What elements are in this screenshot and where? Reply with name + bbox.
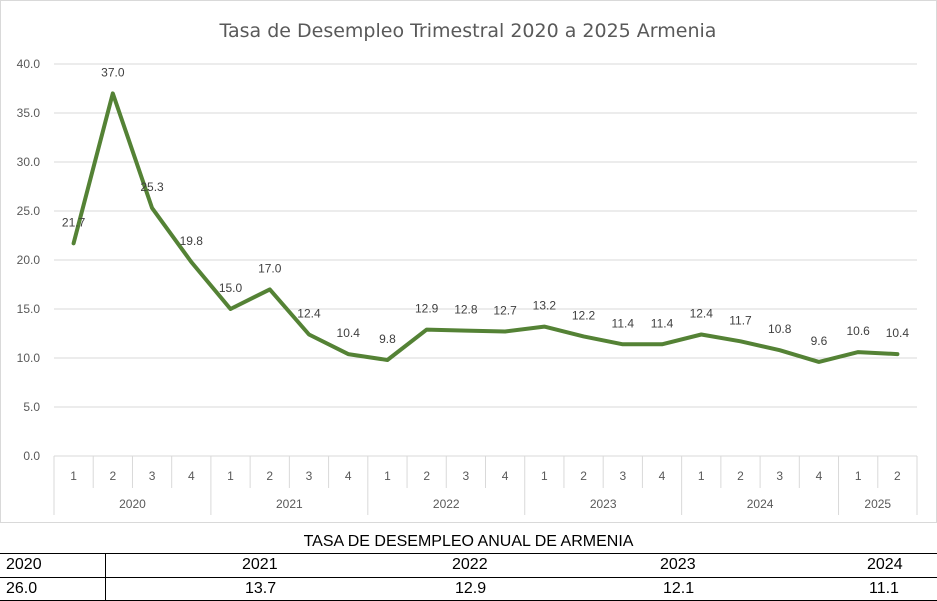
x-tick-label: 2: [423, 469, 430, 483]
data-label: 11.4: [612, 316, 635, 330]
year-cell: 2024: [867, 556, 903, 573]
data-label: 10.4: [337, 326, 361, 340]
data-label: 17.0: [258, 261, 282, 275]
x-group-label: 2024: [747, 497, 774, 511]
data-label: 12.9: [415, 302, 439, 316]
value-cell: 11.1: [869, 580, 899, 597]
x-tick-label: 4: [816, 469, 823, 483]
x-tick-label: 1: [541, 469, 548, 483]
y-tick-label: 30.0: [17, 155, 41, 169]
data-label: 10.4: [886, 326, 910, 340]
data-label: 9.6: [811, 334, 828, 348]
gridlines: [54, 63, 917, 457]
data-label: 9.8: [379, 332, 396, 346]
data-label: 12.7: [493, 304, 517, 318]
y-tick-label: 15.0: [17, 302, 41, 316]
data-label: 12.2: [572, 308, 596, 322]
x-tick-label: 3: [776, 469, 783, 483]
x-tick-label: 2: [266, 469, 273, 483]
x-group-label: 2022: [433, 497, 460, 511]
data-label: 12.4: [690, 306, 714, 320]
y-tick-label: 20.0: [17, 253, 41, 267]
data-label: 11.7: [729, 313, 752, 327]
x-tick-label: 2: [109, 469, 116, 483]
table-header-row: 2020 2021 2022 2023 2024: [0, 553, 937, 577]
x-group-label: 2021: [276, 497, 303, 511]
x-tick-label: 4: [188, 469, 195, 483]
table-rule-top: [0, 553, 937, 554]
x-group-label: 2020: [119, 497, 146, 511]
x-group-label: 2023: [590, 497, 617, 511]
x-tick-label: 3: [619, 469, 626, 483]
year-cell: 2022: [452, 556, 488, 573]
data-label: 12.4: [297, 306, 321, 320]
y-tick-label: 25.0: [17, 204, 41, 218]
x-group-label: 2025: [864, 497, 891, 511]
value-cell: 26.0: [6, 580, 38, 597]
chart-title: Tasa de Desempleo Trimestral 2020 a 2025…: [219, 20, 717, 42]
chart-area: Tasa de Desempleo Trimestral 2020 a 2025…: [0, 0, 937, 523]
y-tick-label: 0.0: [23, 449, 40, 463]
data-label: 21.7: [62, 215, 86, 229]
chart-border: [0, 0, 937, 523]
year-cell: 2020: [6, 556, 42, 573]
x-tick-label: 2: [894, 469, 901, 483]
table-value-row: 26.0 13.7 12.9 12.1 11.1: [0, 577, 937, 601]
data-labels: 21.7 37.0 25.3 19.8 15.0 17.0 12.4 10.4 9.8 12.9 1…: [62, 65, 909, 348]
x-tick-label: 1: [855, 469, 862, 483]
data-label: 12.8: [454, 303, 478, 317]
x-tick-label: 1: [70, 469, 77, 483]
year-cell: 2023: [660, 556, 696, 573]
data-label: 13.2: [533, 299, 557, 313]
data-label: 10.8: [768, 322, 792, 336]
series-line-group: [71, 91, 900, 364]
data-label: 15.0: [219, 281, 243, 295]
line-chart: Tasa de Desempleo Trimestral 2020 a 2025…: [0, 0, 937, 523]
data-label: 37.0: [101, 65, 125, 79]
data-label: 25.3: [140, 180, 164, 194]
annual-table-title: TASA DE DESEMPLEO ANUAL DE ARMENIA: [303, 533, 634, 550]
x-tick-label: 4: [502, 469, 509, 483]
y-tick-label: 10.0: [17, 351, 41, 365]
data-label: 10.6: [846, 324, 870, 338]
x-tick-label: 1: [227, 469, 234, 483]
data-label: 19.8: [180, 234, 204, 248]
value-cell: 12.1: [663, 580, 695, 597]
x-tick-label: 4: [345, 469, 352, 483]
year-cell: 2021: [242, 556, 278, 573]
value-cell: 13.7: [245, 580, 277, 597]
data-label: 11.4: [651, 316, 674, 330]
series-line: [71, 91, 900, 364]
x-tick-label: 3: [306, 469, 313, 483]
x-tick-label: 3: [149, 469, 156, 483]
x-tick-label: 1: [698, 469, 705, 483]
y-axis: 0.0 5.0 10.0 15.0 20.0 25.0 30.0 35.0 40.0: [17, 57, 41, 463]
x-tick-label: 2: [737, 469, 744, 483]
x-tick-label: 2: [580, 469, 587, 483]
y-tick-label: 40.0: [17, 57, 41, 71]
x-tick-label: 4: [659, 469, 666, 483]
y-tick-label: 35.0: [17, 106, 41, 120]
y-tick-label: 5.0: [23, 400, 40, 414]
x-axis: 1 2 3 4 2020 1 2 3 4 2021 1 2 3 4 2022 1 2 3 4 2023 1 2 3 4 2024…: [53, 456, 918, 515]
x-tick-label: 3: [463, 469, 470, 483]
x-tick-label: 1: [384, 469, 391, 483]
value-cell: 12.9: [455, 580, 487, 597]
table-rule-mid: [0, 577, 937, 578]
